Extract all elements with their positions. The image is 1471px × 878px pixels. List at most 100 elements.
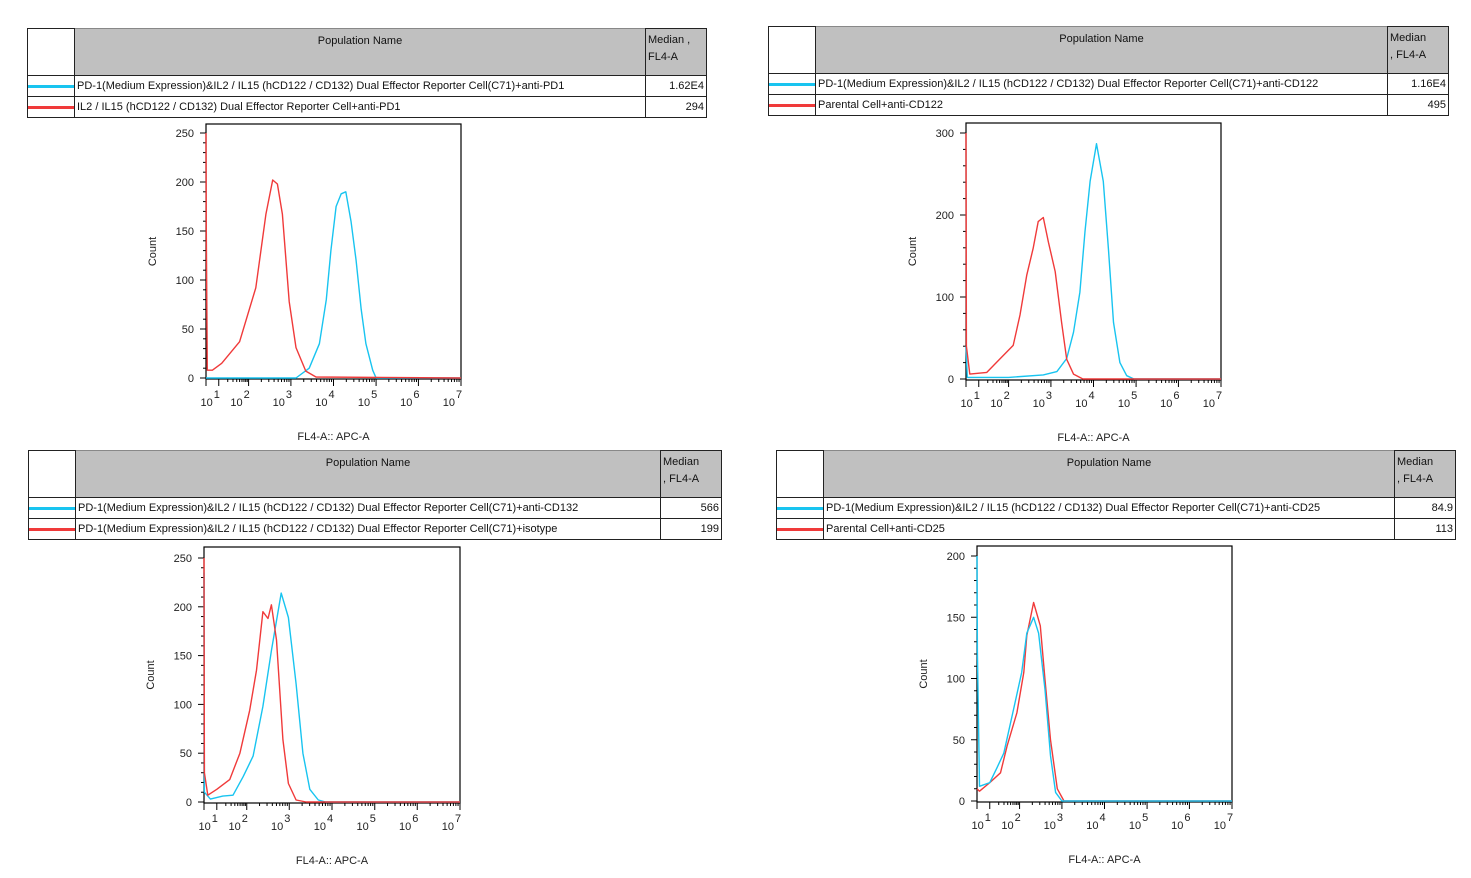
table-row: PD-1(Medium Expression)&IL2 / IL15 (hCD1… xyxy=(28,518,722,540)
x-tick-exponent: 2 xyxy=(242,813,248,825)
x-tick-exponent: 1 xyxy=(212,813,218,825)
swatch-header-cell xyxy=(768,26,816,74)
swatch-header-cell xyxy=(28,450,76,498)
x-tick-label: 10 xyxy=(199,821,211,833)
x-tick-exponent: 7 xyxy=(455,813,461,825)
x-tick-label: 10 xyxy=(1160,398,1172,410)
x-tick-label: 10 xyxy=(990,398,1002,410)
x-tick-label: 10 xyxy=(1075,398,1087,410)
x-tick-label: 10 xyxy=(229,821,241,833)
histogram-chart-4: 050100150200101102103104105106107CountFL… xyxy=(918,545,1233,866)
x-tick-label: 10 xyxy=(1214,820,1226,832)
y-tick-label: 0 xyxy=(188,373,194,385)
y-tick-label: 150 xyxy=(174,651,192,663)
x-tick-exponent: 3 xyxy=(1046,390,1052,402)
series-swatch-cell xyxy=(768,94,816,116)
x-tick-exponent: 6 xyxy=(412,813,418,825)
median-value: 294 xyxy=(645,96,707,118)
table-header-row: Population Name Median , FL4-A xyxy=(768,26,1449,74)
population-name: PD-1(Medium Expression)&IL2 / IL15 (hCD1… xyxy=(75,518,661,540)
population-name: PD-1(Medium Expression)&IL2 / IL15 (hCD1… xyxy=(74,75,646,97)
table-header-row: Population Name Median , FL4-A xyxy=(776,450,1456,498)
x-tick-exponent: 3 xyxy=(284,813,290,825)
legend-table-3: Population Name Median , FL4-A PD-1(Medium… xyxy=(28,450,722,540)
x-tick-exponent: 1 xyxy=(974,390,980,402)
x-tick-label: 10 xyxy=(399,821,411,833)
median-value: 566 xyxy=(660,497,722,519)
x-tick-exponent: 4 xyxy=(327,813,333,825)
y-tick-label: 250 xyxy=(174,553,192,565)
x-tick-exponent: 4 xyxy=(1089,390,1095,402)
x-tick-label: 10 xyxy=(961,398,973,410)
x-tick-label: 10 xyxy=(314,821,326,833)
table-row: Parental Cell+anti-CD25 113 xyxy=(776,518,1456,540)
y-axis-label: Count xyxy=(147,237,159,266)
y-tick-label: 150 xyxy=(176,226,194,238)
series-color-swatch xyxy=(777,506,823,510)
median-header: Median , FL4-A xyxy=(1394,450,1456,498)
swatch-header-cell xyxy=(27,28,75,76)
population-name-header: Population Name xyxy=(823,450,1395,498)
median-value: 1.16E4 xyxy=(1387,73,1449,95)
y-tick-label: 50 xyxy=(180,748,192,760)
x-tick-label: 10 xyxy=(1129,820,1141,832)
x-tick-exponent: 7 xyxy=(456,389,462,401)
x-tick-exponent: 4 xyxy=(1100,812,1106,824)
legend-table-4: Population Name Median , FL4-A PD-1(Medium… xyxy=(776,450,1456,540)
series-color-swatch xyxy=(29,506,75,510)
series-swatch-cell xyxy=(776,518,824,540)
x-tick-exponent: 6 xyxy=(1184,812,1190,824)
x-tick-exponent: 7 xyxy=(1216,390,1222,402)
y-tick-label: 200 xyxy=(174,602,192,614)
y-tick-label: 300 xyxy=(936,128,954,140)
y-axis-label: Count xyxy=(145,660,157,689)
series-color-swatch xyxy=(769,82,815,86)
histogram-series-blue xyxy=(976,555,1232,802)
x-tick-label: 10 xyxy=(972,820,984,832)
y-tick-label: 100 xyxy=(174,699,192,711)
x-tick-label: 10 xyxy=(201,397,213,409)
x-tick-exponent: 6 xyxy=(413,389,419,401)
y-tick-label: 200 xyxy=(176,177,194,189)
y-axis-label: Count xyxy=(907,237,919,266)
histogram-series-blue xyxy=(206,191,461,379)
median-header: Median , FL4-A xyxy=(1387,26,1449,74)
y-tick-label: 200 xyxy=(947,551,965,563)
x-tick-exponent: 7 xyxy=(1227,812,1233,824)
x-tick-exponent: 5 xyxy=(1142,812,1148,824)
x-tick-exponent: 5 xyxy=(1131,390,1137,402)
series-color-swatch xyxy=(28,105,74,109)
x-tick-exponent: 3 xyxy=(1057,812,1063,824)
x-tick-exponent: 2 xyxy=(244,389,250,401)
x-tick-label: 10 xyxy=(357,821,369,833)
x-tick-label: 10 xyxy=(400,397,412,409)
population-name: Parental Cell+anti-CD25 xyxy=(823,518,1395,540)
y-tick-label: 250 xyxy=(176,128,194,140)
y-tick-label: 50 xyxy=(182,324,194,336)
y-tick-label: 100 xyxy=(176,275,194,287)
table-row: PD-1(Medium Expression)&IL2 / IL15 (hCD1… xyxy=(776,497,1456,519)
population-name: PD-1(Medium Expression)&IL2 / IL15 (hCD1… xyxy=(815,73,1388,95)
x-tick-exponent: 1 xyxy=(985,812,991,824)
x-tick-label: 10 xyxy=(1118,398,1130,410)
y-tick-label: 50 xyxy=(953,735,965,747)
plot-frame xyxy=(203,546,461,804)
legend-table-2: Population Name Median , FL4-A PD-1(Medium… xyxy=(768,26,1449,116)
table-row: Parental Cell+anti-CD122 495 xyxy=(768,94,1449,116)
histogram-series-red xyxy=(203,557,460,803)
y-tick-label: 0 xyxy=(959,796,965,808)
plot-frame xyxy=(976,545,1233,803)
x-tick-exponent: 3 xyxy=(286,389,292,401)
histogram-chart-1: 050100150200250101102103104105106107Coun… xyxy=(147,123,462,443)
series-color-swatch xyxy=(769,103,815,107)
x-tick-exponent: 2 xyxy=(1004,390,1010,402)
y-tick-label: 0 xyxy=(948,374,954,386)
x-tick-exponent: 6 xyxy=(1173,390,1179,402)
x-axis-label: FL4-A:: APC-A xyxy=(296,855,369,867)
median-value: 113 xyxy=(1394,518,1456,540)
histogram-series-red xyxy=(965,132,1221,380)
y-tick-label: 150 xyxy=(947,612,965,624)
median-header: Median , FL4-A xyxy=(660,450,722,498)
median-value: 199 xyxy=(660,518,722,540)
